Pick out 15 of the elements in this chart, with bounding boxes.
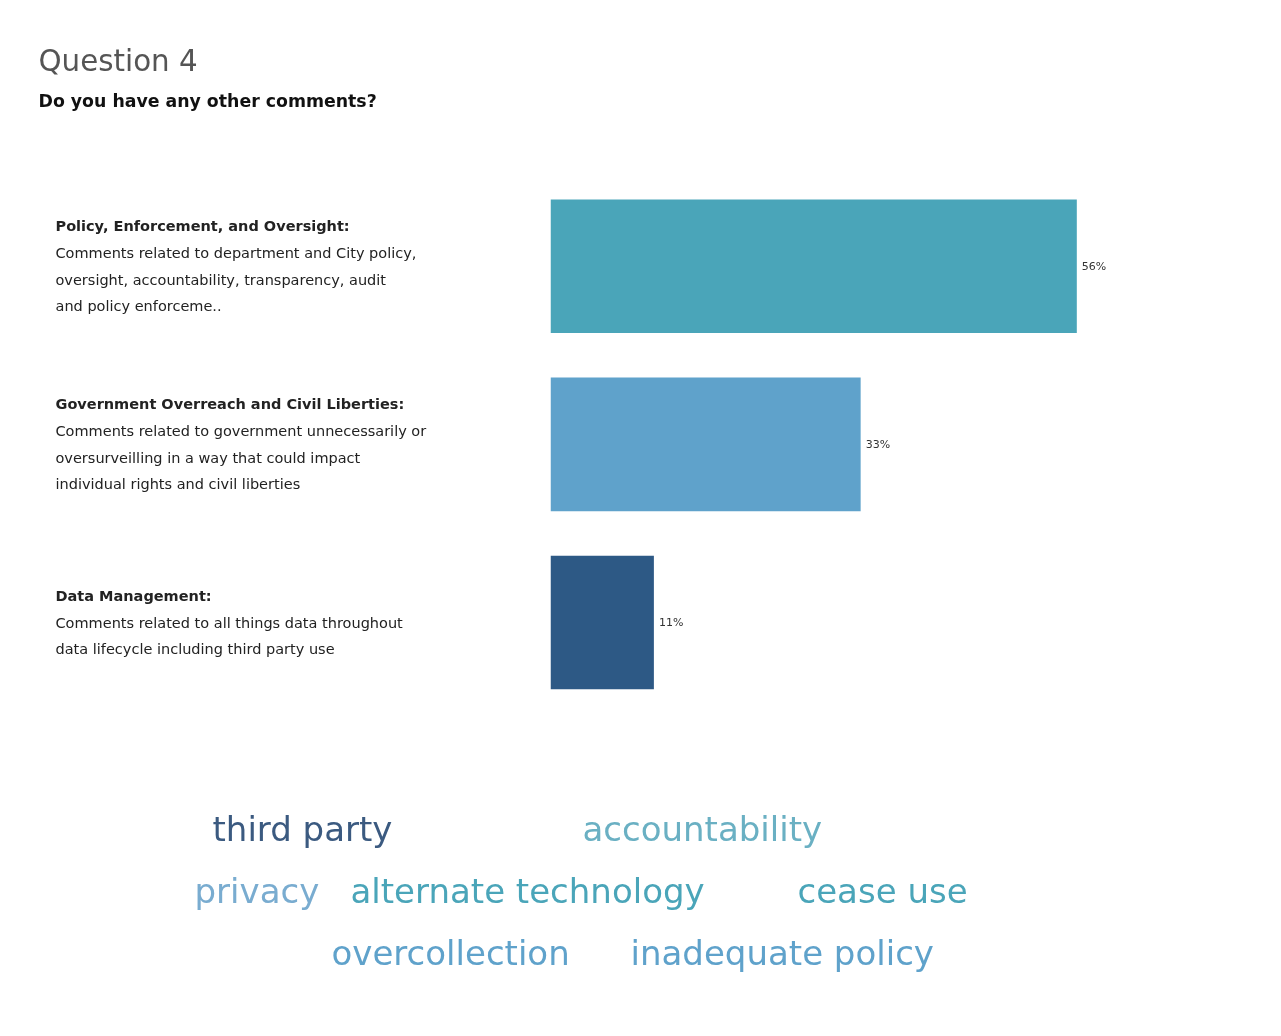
y-tick-label: Policy, Enforcement, and Oversight: Comments related to department and City policy, oversight, accountability, transparency, audit and policy enforceme.. bbox=[55, 218, 417, 315]
y-tick-label: Government Overreach and Civil Liberties: Comments related to government unnecessarily or oversurveilling in a way that could impact individual rights and civil liberties bbox=[55, 396, 427, 493]
text: inadequate policy bbox=[630, 932, 934, 973]
text: overcollection bbox=[331, 932, 570, 973]
text: alternate technology bbox=[350, 870, 705, 911]
y-tick-label: Data Management: Comments related to all things data throughout data lifecycle including third party use bbox=[55, 587, 404, 658]
text: accountability bbox=[582, 808, 823, 849]
text: cease use bbox=[797, 870, 968, 911]
data-label: 11% bbox=[658, 616, 684, 630]
text: Do you have any other comments? bbox=[38, 90, 377, 111]
text: privacy bbox=[194, 870, 320, 911]
text: third party bbox=[212, 808, 393, 849]
data-label: 56% bbox=[1081, 259, 1107, 273]
text: Question 4 bbox=[38, 43, 198, 78]
data-label: 33% bbox=[865, 437, 891, 451]
